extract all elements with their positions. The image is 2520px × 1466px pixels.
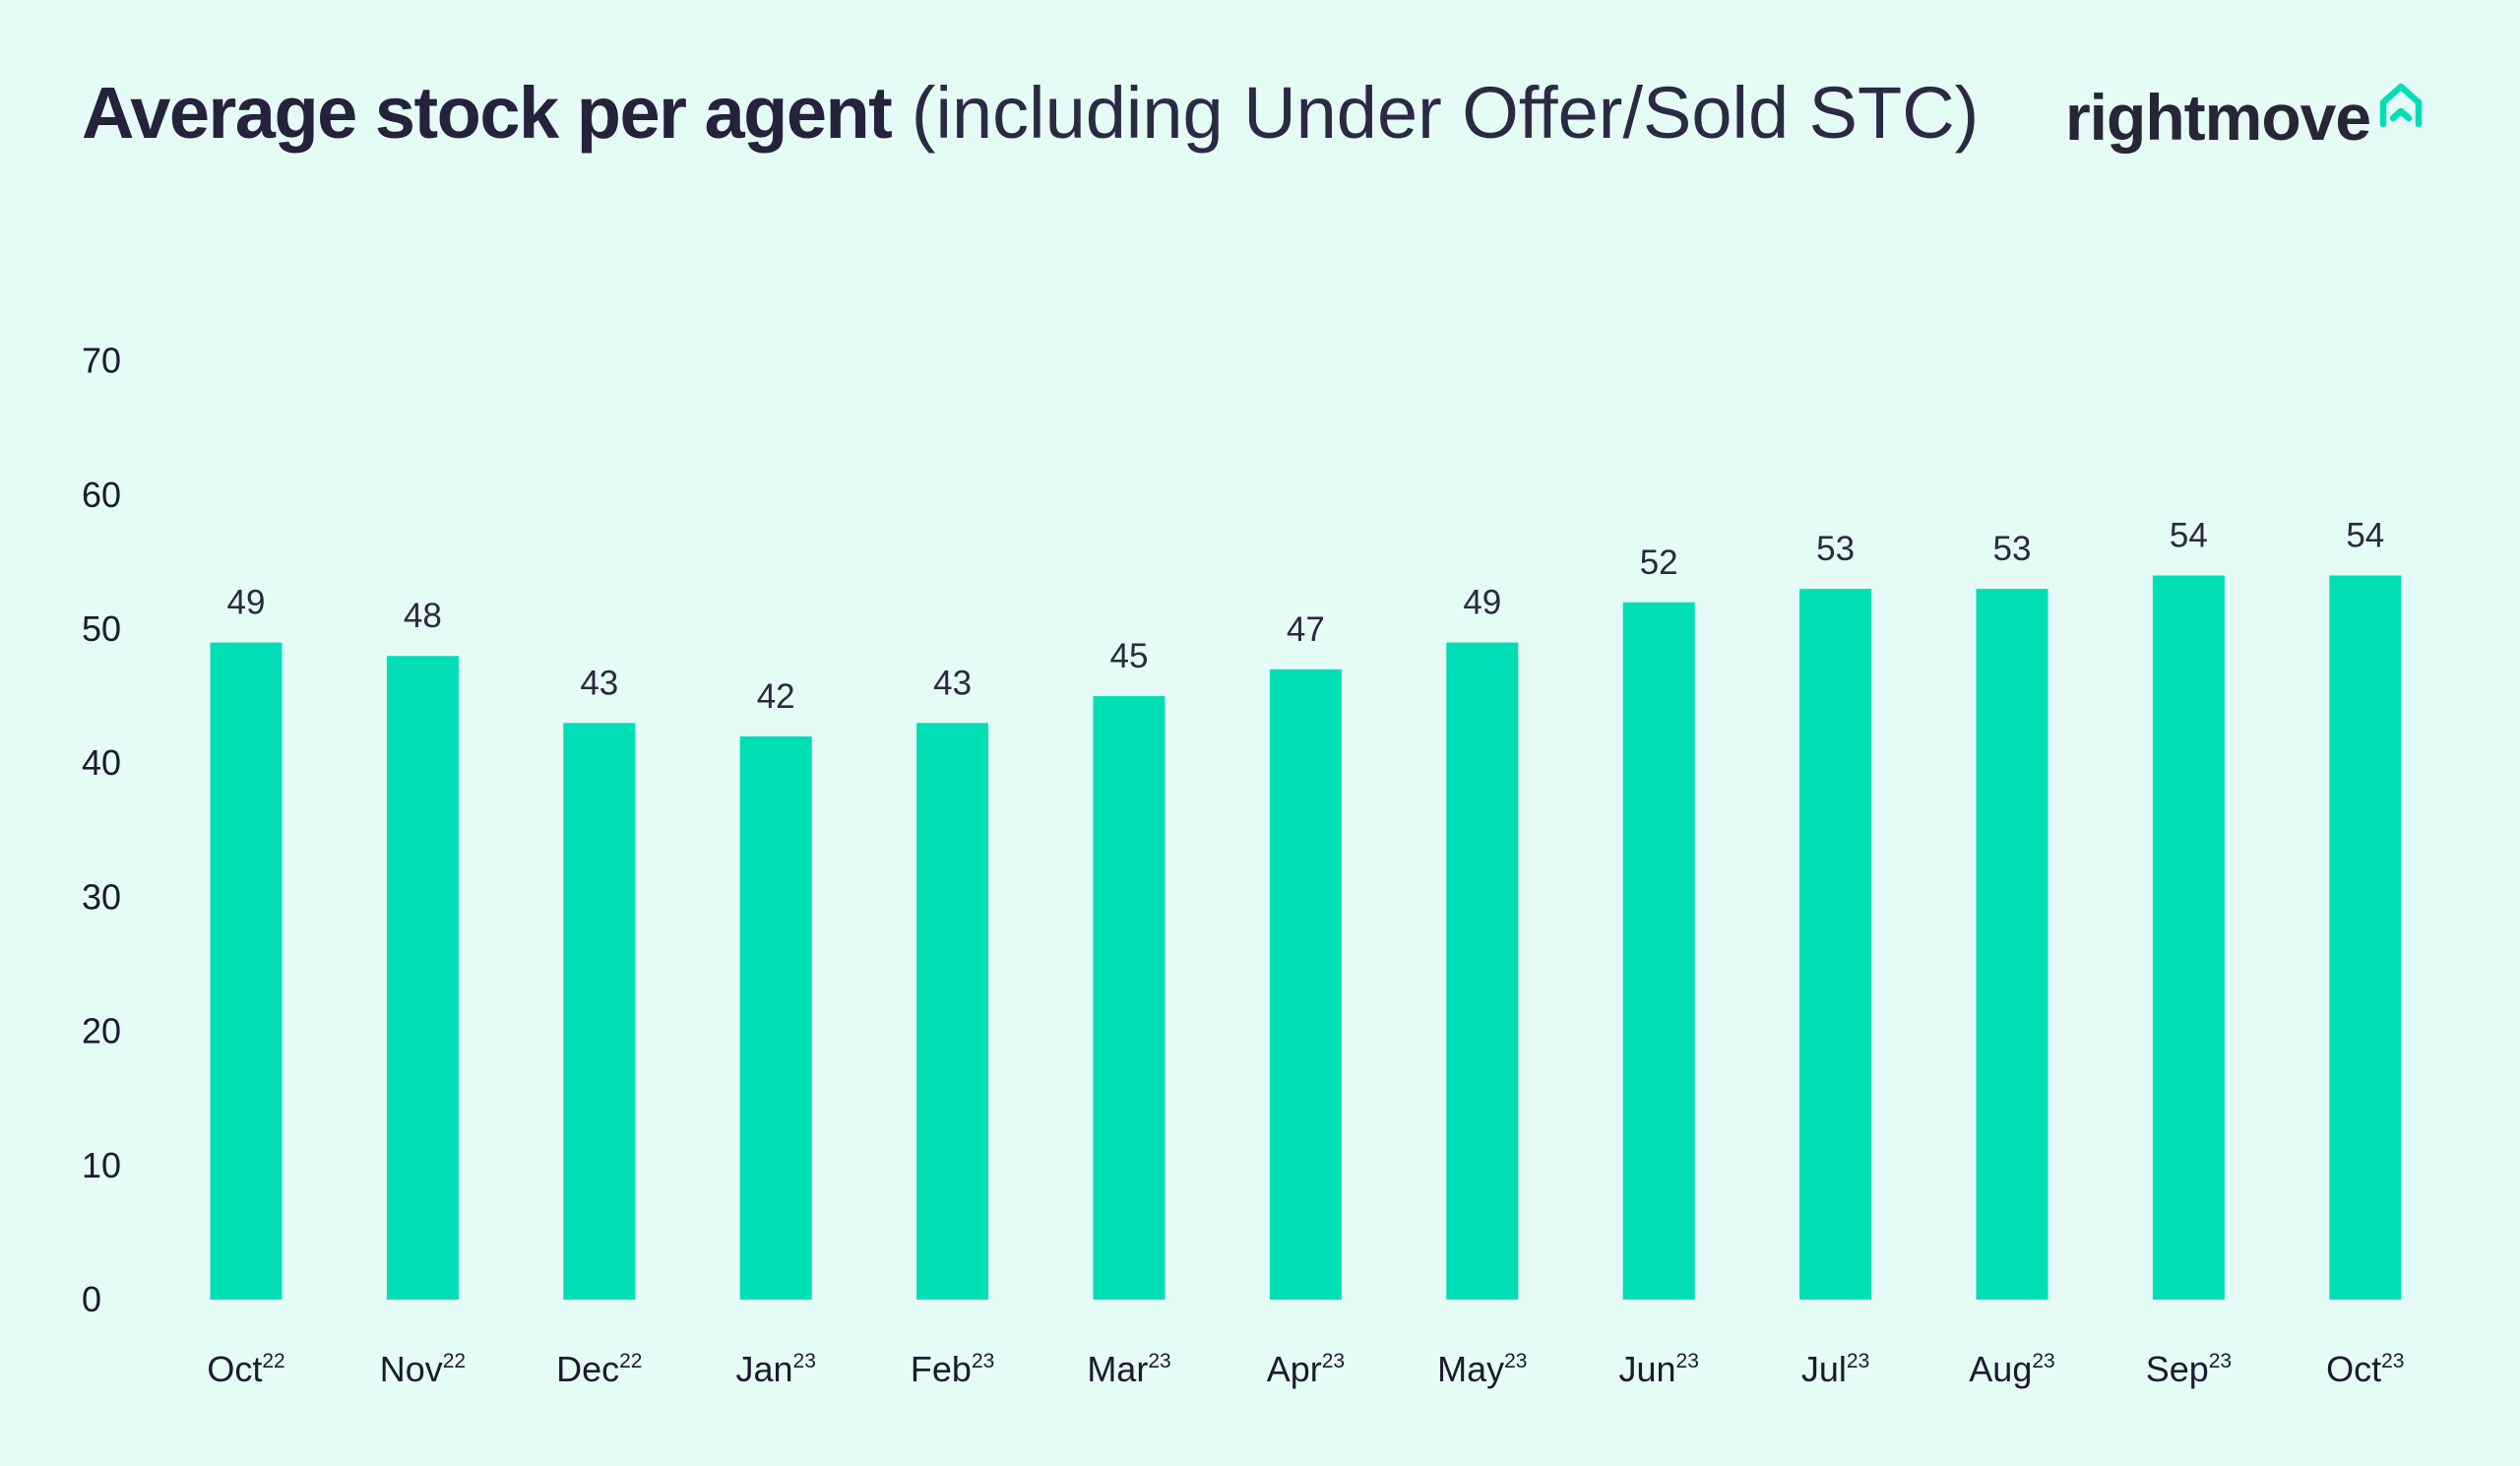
bar — [739, 735, 812, 1300]
data-label: 43 — [580, 664, 618, 702]
x-tick-month: Oct — [207, 1349, 262, 1389]
data-label: 54 — [2346, 517, 2384, 555]
x-tick-year: 23 — [2209, 1350, 2232, 1372]
x-tick-month: Aug — [1969, 1349, 2032, 1389]
y-tick-label: 10 — [82, 1145, 121, 1185]
x-tick-year: 23 — [1322, 1350, 1345, 1372]
x-tick-label: Jul23 — [1801, 1349, 1869, 1389]
x-tick-year: 23 — [1847, 1350, 1869, 1372]
x-tick-year: 23 — [1676, 1350, 1699, 1372]
chart-title: Average stock per agent (including Under… — [82, 69, 1979, 158]
x-tick-month: Apr — [1267, 1349, 1322, 1389]
chart-title-subtitle: (including Under Offer/Sold STC) — [911, 72, 1980, 154]
brand-name: rightmove — [2065, 81, 2371, 154]
x-tick-year: 22 — [619, 1350, 642, 1372]
x-tick-year: 22 — [443, 1350, 466, 1372]
y-tick-label: 50 — [82, 608, 121, 649]
data-label: 45 — [1110, 637, 1149, 675]
y-tick-label: 0 — [82, 1279, 101, 1319]
y-tick-label: 60 — [82, 475, 121, 515]
bar — [1093, 696, 1166, 1300]
chart-title-bold: Average stock per agent — [82, 72, 893, 154]
bar — [2329, 575, 2402, 1300]
bars — [210, 575, 2402, 1300]
x-tick-label: Jun23 — [1618, 1349, 1698, 1389]
data-label: 42 — [757, 677, 795, 716]
y-tick-label: 20 — [82, 1011, 121, 1052]
x-tick-label: Aug23 — [1969, 1349, 2054, 1389]
x-tick-year: 23 — [2381, 1350, 2404, 1372]
y-tick-label: 30 — [82, 876, 121, 917]
x-tick-month: Sep — [2146, 1349, 2209, 1389]
x-tick-label: Oct22 — [207, 1349, 284, 1389]
x-tick-label: Apr23 — [1267, 1349, 1345, 1389]
data-label: 53 — [1993, 530, 2032, 568]
x-tick-year: 23 — [1504, 1350, 1527, 1372]
data-label: 53 — [1816, 530, 1855, 568]
x-tick-month: Jan — [735, 1349, 792, 1389]
x-tick-month: Oct — [2326, 1349, 2381, 1389]
x-tick-year: 22 — [262, 1350, 284, 1372]
data-label: 49 — [227, 584, 266, 622]
data-label: 54 — [2170, 517, 2208, 555]
x-tick-label: Oct23 — [2326, 1349, 2404, 1389]
data-label: 49 — [1463, 584, 1501, 622]
bar — [210, 642, 283, 1300]
bar — [1269, 669, 1342, 1300]
x-tick-year: 23 — [1148, 1350, 1170, 1372]
value-labels: 49 48 43 42 43 45 47 49 52 53 53 54 54 — [227, 517, 2385, 716]
x-tick-year: 23 — [972, 1350, 994, 1372]
x-tick-month: Dec — [556, 1349, 619, 1389]
brand-logo: rightmove — [2065, 75, 2426, 159]
x-tick-label: Mar23 — [1087, 1349, 1170, 1389]
x-tick-month: Jul — [1801, 1349, 1847, 1389]
y-axis: 0 10 20 30 40 50 60 70 — [82, 341, 121, 1319]
x-tick-label: Jan23 — [735, 1349, 815, 1389]
x-tick-month: Nov — [380, 1349, 443, 1389]
bar — [1446, 642, 1519, 1300]
x-tick-month: Mar — [1087, 1349, 1148, 1389]
x-tick-label: May23 — [1437, 1349, 1527, 1389]
y-tick-label: 70 — [82, 341, 121, 381]
x-tick-month: Feb — [911, 1349, 972, 1389]
x-tick-year: 23 — [793, 1350, 816, 1372]
data-label: 43 — [933, 664, 972, 702]
x-tick-label: Sep23 — [2146, 1349, 2232, 1389]
house-outline-icon — [2379, 83, 2423, 128]
bar — [1622, 602, 1695, 1300]
x-tick-year: 23 — [2032, 1350, 2054, 1372]
y-tick-label: 40 — [82, 742, 121, 783]
x-tick-label: Nov22 — [380, 1349, 466, 1389]
bar — [1799, 589, 1872, 1300]
data-label: 52 — [1640, 543, 1678, 582]
bar — [1976, 589, 2048, 1300]
x-tick-month: Jun — [1618, 1349, 1675, 1389]
bar — [2152, 575, 2225, 1300]
data-label: 48 — [404, 597, 442, 635]
x-axis: Oct22 Nov22 Dec22 Jan23 Feb23 Mar23 Apr23 May23… — [207, 1349, 2404, 1389]
x-tick-label: Dec22 — [556, 1349, 642, 1389]
x-tick-month: May — [1437, 1349, 1504, 1389]
bar — [563, 723, 636, 1300]
x-tick-label: Feb23 — [911, 1349, 994, 1389]
data-label: 47 — [1287, 610, 1325, 649]
bar — [916, 723, 989, 1300]
bar — [386, 656, 459, 1300]
